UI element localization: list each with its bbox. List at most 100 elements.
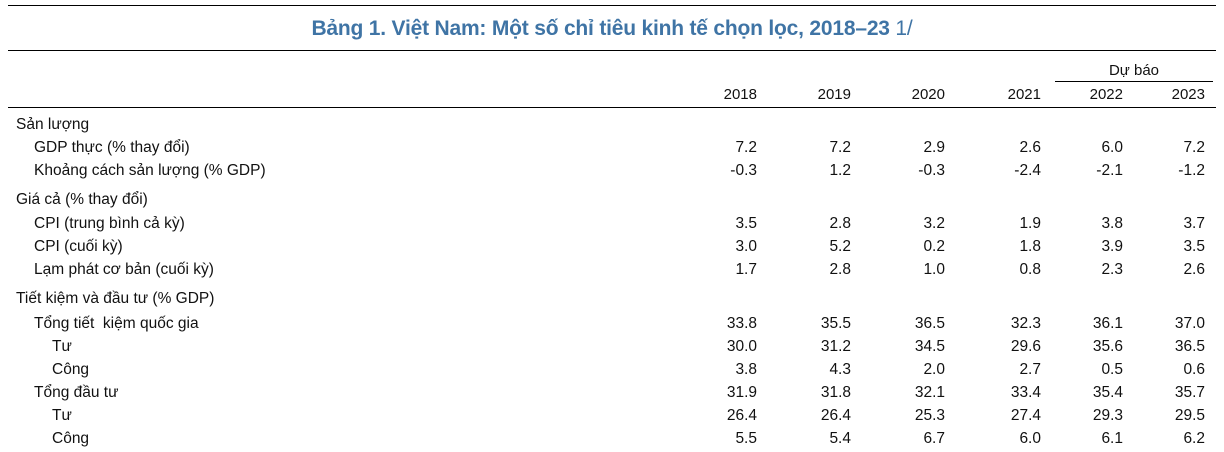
section-header-row: Giá cả (% thay đổi) (0, 191, 1224, 213)
header-rule (8, 107, 1216, 108)
cell-value: 1.8 (1019, 238, 1041, 255)
cell-value: 2.0 (923, 361, 945, 378)
cell-value: 33.4 (1010, 384, 1041, 401)
cell-value: 1.7 (735, 261, 757, 278)
cell-value: 2.8 (829, 215, 851, 232)
cell-value: 5.2 (829, 238, 851, 255)
cell-value: 3.8 (1101, 215, 1123, 232)
cell-value: 0.8 (1019, 261, 1041, 278)
forecast-header: Dự báo (1108, 62, 1160, 79)
row-label: Khoảng cách sản lượng (% GDP) (34, 162, 266, 179)
row-label: Lạm phát cơ bản (cuối kỳ) (34, 261, 214, 278)
cell-value: 7.2 (829, 139, 851, 156)
cell-value: 1.9 (1019, 215, 1041, 232)
cell-value: 29.6 (1010, 338, 1041, 355)
cell-value: 37.0 (1174, 315, 1205, 332)
cell-value: 35.6 (1092, 338, 1123, 355)
cell-value: 2.7 (1019, 361, 1041, 378)
cell-value: 6.0 (1019, 430, 1041, 447)
top-rule (8, 5, 1216, 6)
table-row: CPI (cuối kỳ) 3.0 5.2 0.2 1.8 3.9 3.5 (0, 238, 1224, 260)
table-row: Tư 26.4 26.4 25.3 27.4 29.3 29.5 (0, 407, 1224, 429)
cell-value: 36.5 (1174, 338, 1205, 355)
cell-value: 6.7 (923, 430, 945, 447)
table-row: Khoảng cách sản lượng (% GDP) -0.3 1.2 -0.3… (0, 162, 1224, 184)
table-row: Công 3.8 4.3 2.0 2.7 0.5 0.6 (0, 361, 1224, 383)
cell-value: -0.3 (918, 162, 945, 179)
cell-value: 30.0 (726, 338, 757, 355)
table-row: Tổng tiết kiệm quốc gia 33.8 35.5 36.5 32.3 3… (0, 315, 1224, 337)
row-label: Tổng đầu tư (34, 384, 119, 401)
year-header-1: 2019 (817, 86, 851, 103)
cell-value: 35.7 (1174, 384, 1205, 401)
cell-value: 34.5 (914, 338, 945, 355)
cell-value: 4.3 (829, 361, 851, 378)
row-label: Tư (52, 338, 72, 355)
section-header-row: Sản lượng (0, 116, 1224, 138)
cell-value: -2.4 (1014, 162, 1041, 179)
year-header-5: 2023 (1171, 86, 1205, 103)
cell-value: 3.0 (735, 238, 757, 255)
cell-value: 32.3 (1010, 315, 1041, 332)
table-row: Tổng đầu tư 31.9 31.8 32.1 33.4 35.4 35.7 (0, 384, 1224, 406)
cell-value: 2.8 (829, 261, 851, 278)
cell-value: 25.3 (914, 407, 945, 424)
cell-value: 2.3 (1101, 261, 1123, 278)
cell-value: 31.9 (726, 384, 757, 401)
cell-value: 2.9 (923, 139, 945, 156)
cell-value: 33.8 (726, 315, 757, 332)
cell-value: 5.4 (829, 430, 851, 447)
row-label: CPI (cuối kỳ) (34, 238, 123, 255)
cell-value: -1.2 (1178, 162, 1205, 179)
cell-value: 2.6 (1183, 261, 1205, 278)
table-title-main: Bảng 1. Việt Nam: Một số chỉ tiêu kinh t… (311, 17, 890, 40)
cell-value: 3.8 (735, 361, 757, 378)
title-rule (8, 50, 1216, 51)
cell-value: 31.2 (820, 338, 851, 355)
section-label: Tiết kiệm và đầu tư (% GDP) (16, 290, 215, 307)
row-label: GDP thực (% thay đổi) (34, 139, 190, 156)
row-label: Công (52, 430, 90, 447)
cell-value: -0.3 (730, 162, 757, 179)
table-row: Công 5.5 5.4 6.7 6.0 6.1 6.2 (0, 430, 1224, 452)
row-label: CPI (trung bình cả kỳ) (34, 215, 185, 232)
forecast-rule (1055, 81, 1213, 82)
section-header-row: Tiết kiệm và đầu tư (% GDP) (0, 290, 1224, 312)
year-header-2: 2020 (911, 86, 945, 103)
cell-value: 2.6 (1019, 139, 1041, 156)
cell-value: 0.6 (1183, 361, 1205, 378)
cell-value: 29.5 (1174, 407, 1205, 424)
cell-value: 6.1 (1101, 430, 1123, 447)
row-label: Tổng tiết kiệm quốc gia (34, 315, 199, 332)
cell-value: 3.5 (735, 215, 757, 232)
table-row: Lạm phát cơ bản (cuối kỳ) 1.7 2.8 1.0 0.8 2.3… (0, 261, 1224, 283)
cell-value: 27.4 (1010, 407, 1041, 424)
cell-value: 0.5 (1101, 361, 1123, 378)
cell-value: 3.7 (1183, 215, 1205, 232)
cell-value: 26.4 (726, 407, 757, 424)
cell-value: 5.5 (735, 430, 757, 447)
row-label: Công (52, 361, 90, 378)
cell-value: 1.0 (923, 261, 945, 278)
table-row: CPI (trung bình cả kỳ) 3.5 2.8 3.2 1.9 3.8 3.7 (0, 215, 1224, 237)
cell-value: 6.0 (1101, 139, 1123, 156)
table-row: Tư 30.0 31.2 34.5 29.6 35.6 36.5 (0, 338, 1224, 360)
cell-value: 7.2 (735, 139, 757, 156)
cell-value: 3.9 (1101, 238, 1123, 255)
cell-value: 35.5 (820, 315, 851, 332)
year-header-4: 2022 (1089, 86, 1123, 103)
cell-value: 7.2 (1183, 139, 1205, 156)
cell-value: 35.4 (1092, 384, 1123, 401)
cell-value: 0.2 (923, 238, 945, 255)
cell-value: 29.3 (1092, 407, 1123, 424)
cell-value: 6.2 (1183, 430, 1205, 447)
row-label: Tư (52, 407, 72, 424)
cell-value: 3.2 (923, 215, 945, 232)
cell-value: 26.4 (820, 407, 851, 424)
year-header-0: 2018 (723, 86, 757, 103)
table-row: GDP thực (% thay đổi) 7.2 7.2 2.9 2.6 6.0 7.2 (0, 139, 1224, 161)
cell-value: 32.1 (914, 384, 945, 401)
section-label: Sản lượng (16, 116, 90, 133)
section-label: Giá cả (% thay đổi) (16, 191, 148, 208)
